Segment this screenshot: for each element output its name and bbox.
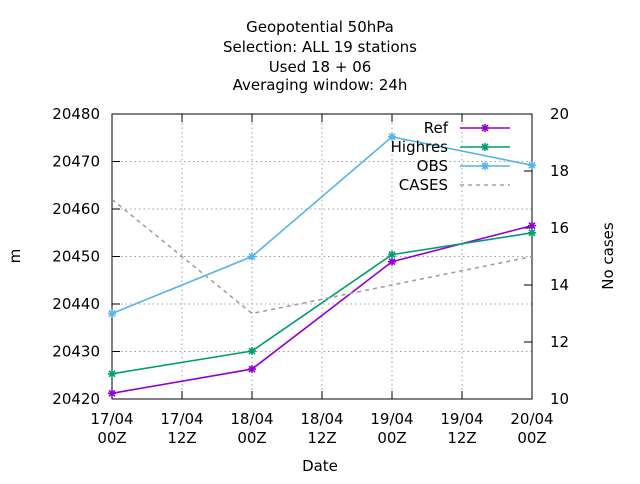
chart-title-line-3: Used 18 + 06 <box>269 58 372 76</box>
legend-marker-obs <box>481 162 489 170</box>
x-tick-label-date: 19/04 <box>440 410 483 428</box>
y2-tick-label: 16 <box>550 219 569 237</box>
x-axis-label: Date <box>302 457 338 475</box>
chart-title-line-2: Selection: ALL 19 stations <box>223 38 417 56</box>
x-tick-label-date: 18/04 <box>230 410 273 428</box>
legend-label-cases: CASES <box>399 176 448 194</box>
data-point-ref <box>248 365 256 374</box>
series-layer <box>108 132 536 398</box>
data-point-ref <box>108 389 116 398</box>
x-tick-label-hour: 12Z <box>167 429 196 447</box>
data-point-highres <box>528 228 536 237</box>
y-axis-label: m <box>6 249 24 264</box>
legend-label-obs: OBS <box>417 157 448 175</box>
data-point-obs <box>388 132 396 141</box>
data-point-highres <box>248 347 256 356</box>
y-tick-label: 20420 <box>52 390 100 408</box>
legend-label-highres: Highres <box>391 138 449 156</box>
x-tick-label-hour: 00Z <box>517 429 546 447</box>
legend-label-ref: Ref <box>424 119 449 137</box>
y2-tick-label: 12 <box>550 333 569 351</box>
data-point-highres <box>108 369 116 378</box>
y-tick-label: 20480 <box>52 105 100 123</box>
x-tick-label-date: 17/04 <box>90 410 133 428</box>
y2-axis-label: No cases <box>599 222 617 290</box>
y-tick-label: 20440 <box>52 295 100 313</box>
x-tick-label-hour: 00Z <box>97 429 126 447</box>
y-tick-label: 20470 <box>52 153 100 171</box>
y-tick-label: 20430 <box>52 343 100 361</box>
x-tick-label-hour: 12Z <box>307 429 336 447</box>
chart-title-line-1: Geopotential 50hPa <box>246 18 394 36</box>
x-tick-label-hour: 12Z <box>447 429 476 447</box>
y-tick-label: 20460 <box>52 200 100 218</box>
data-point-ref <box>388 257 396 266</box>
data-point-obs <box>108 309 116 318</box>
x-tick-label-date: 18/04 <box>300 410 343 428</box>
plot-border <box>111 113 533 400</box>
y2-tick-label: 14 <box>550 276 569 294</box>
series-line-highres <box>111 232 533 375</box>
x-tick-label-hour: 00Z <box>377 429 406 447</box>
y2-tick-label: 10 <box>550 390 569 408</box>
y2-tick-label: 18 <box>550 162 569 180</box>
x-tick-label-hour: 00Z <box>237 429 266 447</box>
legend-marker-highres <box>481 143 489 151</box>
x-tick-label-date: 19/04 <box>370 410 413 428</box>
grid-lines <box>112 114 532 399</box>
data-point-obs <box>248 252 256 261</box>
y-tick-label: 20450 <box>52 248 100 266</box>
chart-title-line-4: Averaging window: 24h <box>233 76 408 94</box>
series-line-cases <box>111 198 533 315</box>
data-point-highres <box>388 250 396 259</box>
x-tick-label-date: 17/04 <box>160 410 203 428</box>
y2-tick-label: 20 <box>550 105 569 123</box>
legend-marker-ref <box>481 124 489 132</box>
x-tick-label-date: 20/04 <box>510 410 553 428</box>
data-point-ref <box>528 221 536 230</box>
data-point-obs <box>528 161 536 170</box>
axes: 20420 20430 20440 20450 20460 20470 20480 10 12 1… <box>52 105 569 447</box>
series-line-obs <box>111 135 533 315</box>
